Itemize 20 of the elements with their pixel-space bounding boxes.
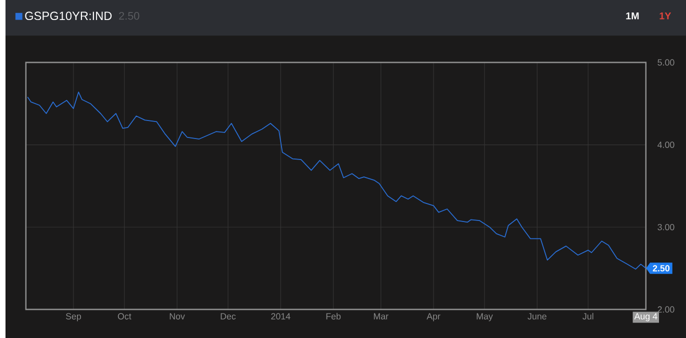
x-tick-label: Apr bbox=[426, 313, 440, 322]
y-tick-label: 5.00 bbox=[658, 59, 674, 66]
text: 1Y bbox=[660, 12, 672, 20]
chart-title: GSPG10YR:IND bbox=[25, 12, 112, 20]
x-tick-label: Nov bbox=[170, 313, 185, 320]
text: 1M bbox=[626, 12, 639, 20]
x-tick-label: May bbox=[476, 313, 493, 322]
y-tick-label: 4.00 bbox=[658, 142, 674, 148]
y-tick-label: 3.00 bbox=[658, 224, 674, 230]
annotation: 2.50 bbox=[652, 265, 670, 272]
x-tick-label: Oct bbox=[118, 313, 132, 320]
x-tick-label: Jul bbox=[582, 312, 594, 320]
x-tick-label: Dec bbox=[220, 313, 236, 320]
y-tick-label: 2.00 bbox=[658, 306, 674, 312]
x-tick-label: June bbox=[528, 313, 546, 320]
x-tick-label: Aug 4 bbox=[634, 313, 658, 322]
x-tick-label: Feb bbox=[326, 312, 341, 320]
x-tick-label: Mar bbox=[374, 313, 388, 320]
x-tick-label: Sep bbox=[66, 313, 81, 322]
x-tick-label: 2014 bbox=[271, 313, 290, 320]
